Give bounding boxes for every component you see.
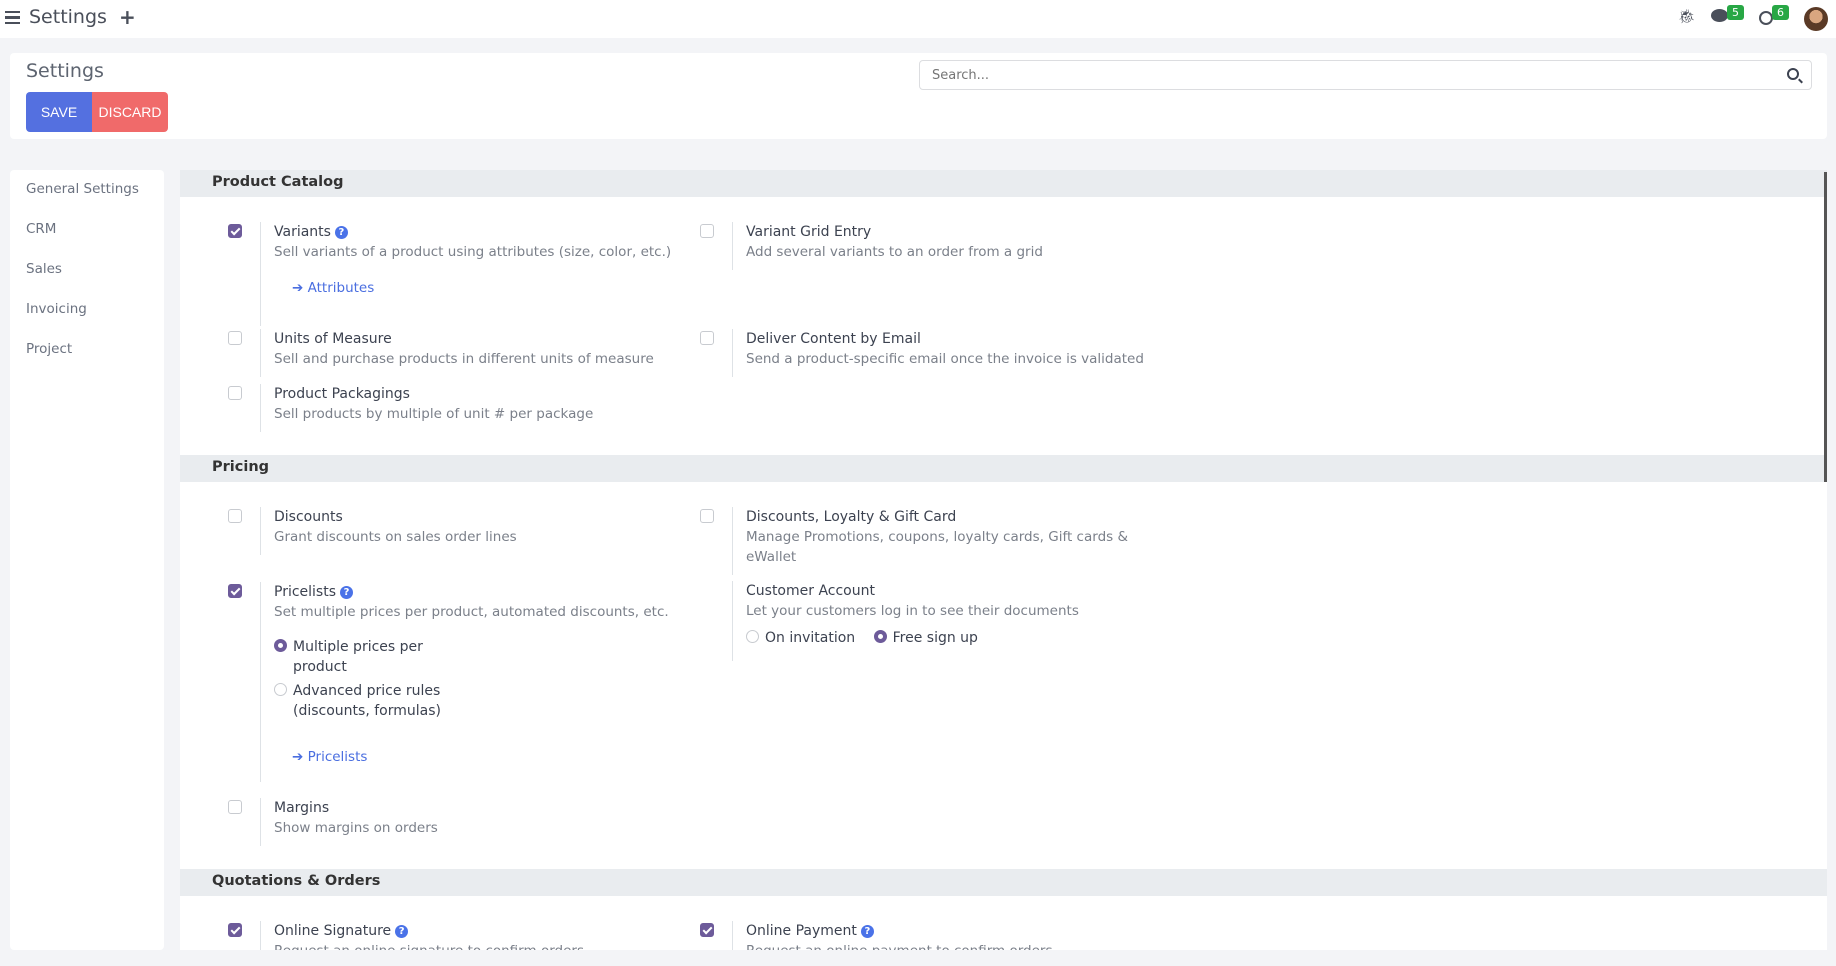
signature-checkbox[interactable] <box>228 923 242 937</box>
setting-online-payment: Online Payment? Request an online paymen… <box>700 921 1165 950</box>
uom-checkbox[interactable] <box>228 331 242 345</box>
setting-title: Customer Account <box>746 583 875 599</box>
setting-title: Units of Measure <box>274 331 392 347</box>
sidebar-item-crm[interactable]: CRM <box>26 221 57 237</box>
setting-desc: Sell variants of a product using attribu… <box>274 244 672 260</box>
setting-desc: Sell products by multiple of unit # per … <box>274 406 594 422</box>
packagings-checkbox[interactable] <box>228 386 242 400</box>
setting-title: Pricelists <box>274 584 337 600</box>
page-title: Settings <box>26 60 104 82</box>
plus-icon[interactable]: + <box>119 5 136 29</box>
setting-title: Online Payment <box>746 923 857 939</box>
loyalty-checkbox[interactable] <box>700 509 714 523</box>
margins-checkbox[interactable] <box>228 800 242 814</box>
setting-desc: Send a product-specific email once the i… <box>746 351 1144 367</box>
payment-checkbox[interactable] <box>700 923 714 937</box>
setting-desc: Show margins on orders <box>274 820 438 836</box>
variants-checkbox[interactable] <box>228 224 242 238</box>
setting-packagings: Product Packagings Sell products by mult… <box>228 384 693 432</box>
setting-variants: Variants? Sell variants of a product usi… <box>228 222 693 326</box>
setting-desc: Grant discounts on sales order lines <box>274 529 517 545</box>
setting-desc: Let your customers log in to see their d… <box>746 603 1079 619</box>
help-icon[interactable]: ? <box>334 226 348 239</box>
setting-desc: Set multiple prices per product, automat… <box>274 604 669 620</box>
radio-button[interactable] <box>274 639 287 652</box>
section-product-catalog: Product Catalog <box>180 170 1827 197</box>
setting-discounts: Discounts Grant discounts on sales order… <box>228 507 693 555</box>
setting-units-of-measure: Units of Measure Sell and purchase produ… <box>228 329 693 377</box>
attributes-link[interactable]: ➔ Attributes <box>292 280 375 296</box>
setting-loyalty: Discounts, Loyalty & Gift Card Manage Pr… <box>700 507 1165 575</box>
setting-title: Margins <box>274 800 330 816</box>
setting-desc: Sell and purchase products in different … <box>274 351 654 367</box>
setting-desc: Request an online payment to confirm ord… <box>746 941 1165 950</box>
setting-margins: Margins Show margins on orders <box>228 798 693 846</box>
setting-title: Online Signature <box>274 923 392 939</box>
search-input[interactable] <box>919 60 1812 90</box>
help-icon[interactable]: ? <box>860 925 874 938</box>
setting-title: Variants <box>274 224 331 240</box>
radio-button[interactable] <box>274 683 287 696</box>
settings-sidebar <box>10 170 164 950</box>
settings-content: Product Catalog Variants? Sell variants … <box>180 170 1827 950</box>
help-icon[interactable]: ? <box>340 586 354 599</box>
radio-free-sign-up[interactable]: Free sign up <box>873 630 978 646</box>
deliver-checkbox[interactable] <box>700 331 714 345</box>
app-title: Settings <box>29 6 107 28</box>
clock-icon[interactable] <box>1759 11 1773 25</box>
discounts-checkbox[interactable] <box>228 509 242 523</box>
setting-variant-grid: Variant Grid Entry Add several variants … <box>700 222 1165 270</box>
section-pricing: Pricing <box>180 455 1827 482</box>
radio-on-invitation[interactable]: On invitation <box>746 630 855 646</box>
setting-customer-account: Customer Account Let your customers log … <box>732 581 1165 661</box>
radio-multiple-prices[interactable]: Multiple prices per <box>274 637 693 657</box>
radio-advanced-rules[interactable]: Advanced price rules <box>274 681 693 701</box>
setting-title: Discounts <box>274 509 343 525</box>
radio-label: product <box>293 659 347 675</box>
sidebar-item-project[interactable]: Project <box>26 341 73 357</box>
sidebar-item-general-settings[interactable]: General Settings <box>26 181 139 197</box>
setting-title: Discounts, Loyalty & Gift Card <box>746 509 957 525</box>
scrollbar[interactable] <box>1824 172 1827 482</box>
help-icon[interactable]: ? <box>395 925 409 938</box>
bug-icon[interactable]: 🐞︎ <box>1678 9 1696 25</box>
top-navbar: Settings + 🐞︎ 5 6 <box>0 0 1836 38</box>
setting-title: Product Packagings <box>274 386 410 402</box>
setting-title: Deliver Content by Email <box>746 331 921 347</box>
discard-button[interactable]: DISCARD <box>92 92 168 132</box>
setting-desc: Request an online signature to confirm o… <box>274 941 693 950</box>
pricelists-checkbox[interactable] <box>228 584 242 598</box>
variant-grid-checkbox[interactable] <box>700 224 714 238</box>
setting-title: Variant Grid Entry <box>746 224 872 240</box>
setting-deliver-content: Deliver Content by Email Send a product-… <box>700 329 1165 377</box>
sidebar-item-sales[interactable]: Sales <box>26 261 62 277</box>
setting-online-signature: Online Signature? Request an online sign… <box>228 921 693 950</box>
radio-label: (discounts, formulas) <box>293 703 441 719</box>
setting-pricelists: Pricelists? Set multiple prices per prod… <box>228 582 693 782</box>
messages-badge: 5 <box>1727 5 1744 20</box>
search-icon[interactable] <box>1787 68 1799 80</box>
pricelists-link[interactable]: ➔ Pricelists <box>292 749 368 765</box>
activities-badge: 6 <box>1772 5 1789 20</box>
save-button[interactable]: SAVE <box>26 92 92 132</box>
sidebar-item-invoicing[interactable]: Invoicing <box>26 301 87 317</box>
setting-desc: Manage Promotions, coupons, loyalty card… <box>746 529 1128 545</box>
menu-icon[interactable] <box>5 11 20 24</box>
chat-icon[interactable] <box>1711 9 1728 22</box>
setting-desc: Add several variants to an order from a … <box>746 244 1043 260</box>
setting-desc: eWallet <box>746 549 797 565</box>
section-quotations-orders: Quotations & Orders <box>180 869 1827 896</box>
avatar[interactable] <box>1804 7 1828 31</box>
